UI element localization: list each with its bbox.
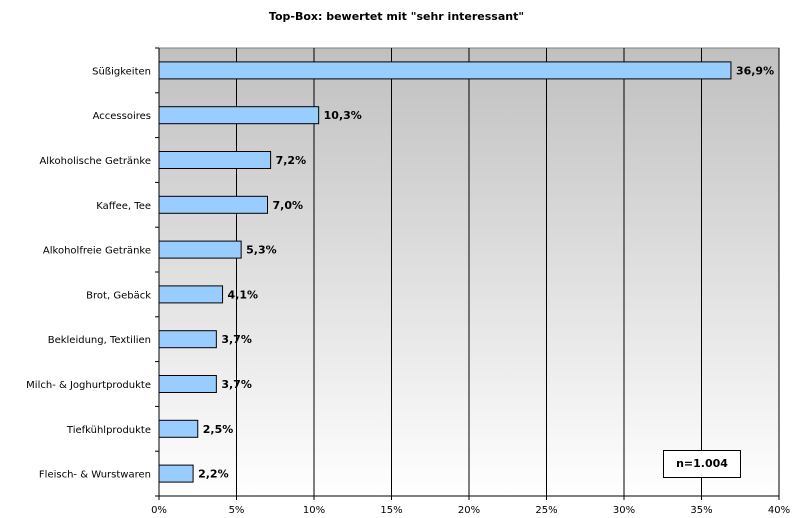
value-label: 2,5% bbox=[203, 423, 234, 436]
bar bbox=[158, 240, 242, 259]
category-label: Tiefkühlprodukte bbox=[66, 425, 151, 436]
bar bbox=[158, 195, 268, 214]
bar bbox=[158, 151, 272, 169]
value-label: 7,2% bbox=[276, 154, 307, 167]
bar bbox=[158, 375, 217, 393]
category-label: Süßigkeiten bbox=[92, 66, 151, 77]
bar bbox=[158, 464, 194, 483]
x-tick-label: 40% bbox=[768, 505, 790, 516]
bar bbox=[158, 106, 320, 125]
category-label: Kaffee, Tee bbox=[96, 201, 151, 212]
bar bbox=[158, 285, 224, 304]
bar bbox=[158, 330, 217, 349]
value-label: 3,7% bbox=[221, 333, 252, 346]
value-label: 36,9% bbox=[736, 64, 774, 77]
x-tick-label: 15% bbox=[380, 505, 402, 516]
value-label: 3,7% bbox=[221, 378, 252, 391]
x-tick-label: 20% bbox=[458, 505, 480, 516]
chart-title: Top-Box: bewertet mit "sehr interessant" bbox=[268, 10, 525, 23]
x-tick-label: 0% bbox=[151, 505, 167, 516]
axes bbox=[155, 47, 780, 500]
value-label: 4,1% bbox=[228, 288, 259, 301]
category-label: Brot, Gebäck bbox=[86, 290, 151, 301]
x-tick-label: 35% bbox=[690, 505, 712, 516]
bar bbox=[158, 61, 732, 80]
value-label: 2,2% bbox=[198, 468, 229, 481]
bar bbox=[158, 419, 199, 438]
x-tick-label: 5% bbox=[229, 505, 245, 516]
sample-size-annotation: n=1.004 bbox=[663, 450, 741, 478]
category-label: Alkoholfreie Getränke bbox=[43, 246, 151, 257]
x-tick-label: 10% bbox=[303, 505, 325, 516]
labels: 0% 5% 10% 15% 20% 25% 30% 35% 40% Süßigkeiten 36,9… bbox=[26, 64, 790, 516]
category-label: Milch- & Joghurtprodukte bbox=[26, 380, 151, 391]
category-label: Fleisch- & Wurstwaren bbox=[39, 470, 151, 481]
value-label: 7,0% bbox=[273, 199, 304, 212]
value-label: 5,3% bbox=[246, 244, 277, 257]
bars bbox=[158, 61, 732, 483]
x-tick-label: 25% bbox=[535, 505, 557, 516]
category-label: Alkoholische Getränke bbox=[39, 156, 151, 167]
category-label: Accessoires bbox=[93, 111, 151, 122]
category-label: Bekleidung, Textilien bbox=[48, 335, 151, 346]
x-tick-label: 30% bbox=[613, 505, 635, 516]
grid-lines bbox=[236, 48, 780, 496]
value-label: 10,3% bbox=[324, 109, 362, 122]
